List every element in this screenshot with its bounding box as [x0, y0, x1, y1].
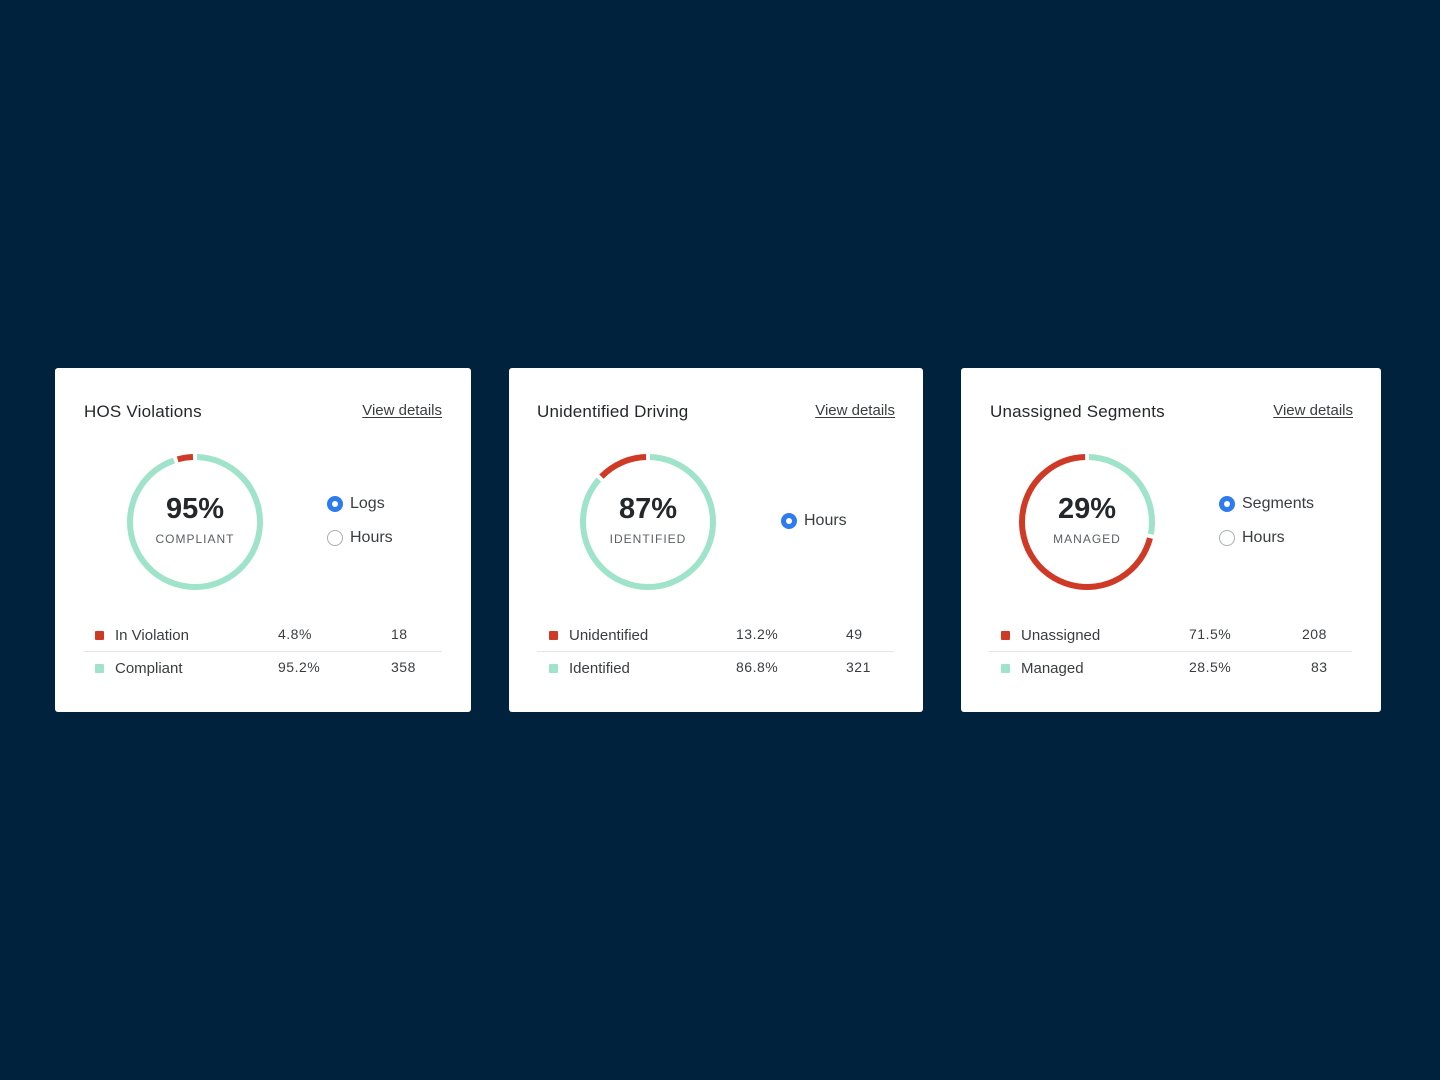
- legend-name: In Violation: [115, 627, 189, 644]
- card-unassigned-segments: Unassigned Segments View details 29% MAN…: [961, 368, 1381, 712]
- radio-hours-circle[interactable]: [781, 513, 797, 529]
- legend-count: 49: [846, 626, 863, 642]
- radio-logs-circle[interactable]: [327, 496, 343, 512]
- legend-table: Unidentified 13.2% 49 Identified 86.8% 3…: [537, 619, 894, 684]
- donut-segment-green: [580, 454, 716, 590]
- radio-hours-circle[interactable]: [1219, 530, 1235, 546]
- card-unidentified-driving: Unidentified Driving View details 87% ID…: [509, 368, 923, 712]
- legend-row: Unassigned 71.5% 208: [989, 619, 1352, 652]
- legend-pct: 86.8%: [736, 659, 779, 675]
- view-details-link[interactable]: View details: [362, 402, 442, 419]
- radio-hours-label: Hours: [804, 512, 847, 529]
- legend-table: In Violation 4.8% 18 Compliant 95.2% 358: [83, 619, 442, 684]
- legend-count: 358: [391, 659, 416, 675]
- donut-label: MANAGED: [1053, 532, 1121, 546]
- donut-svg: [126, 454, 263, 590]
- donut-label: IDENTIFIED: [609, 532, 687, 546]
- donut-value: 29%: [1057, 493, 1117, 525]
- donut-svg: [580, 454, 716, 590]
- legend-swatch-green: [1001, 664, 1010, 673]
- radio-hours-label: Hours: [1242, 529, 1285, 546]
- donut-label: COMPLIANT: [155, 532, 235, 546]
- legend-count: 208: [1302, 626, 1327, 642]
- legend-name: Compliant: [115, 660, 183, 677]
- radio-hours[interactable]: Hours: [327, 527, 393, 549]
- legend-row: Identified 86.8% 321: [537, 652, 894, 684]
- radio-logs-label: Logs: [350, 495, 385, 512]
- donut-chart: 95% COMPLIANT: [125, 452, 265, 592]
- radio-logs[interactable]: Logs: [327, 493, 385, 515]
- card-title: Unassigned Segments: [990, 402, 1165, 421]
- donut-segment-red: [1019, 454, 1155, 590]
- donut-value: 95%: [165, 493, 225, 525]
- donut-value: 87%: [618, 493, 678, 525]
- legend-row: In Violation 4.8% 18: [83, 619, 442, 652]
- legend-pct: 4.8%: [278, 626, 312, 642]
- donut-chart: 29% MANAGED: [1017, 452, 1157, 592]
- legend-swatch-red: [549, 631, 558, 640]
- legend-name: Managed: [1021, 660, 1084, 677]
- legend-row: Managed 28.5% 83: [989, 652, 1352, 684]
- legend-pct: 71.5%: [1189, 626, 1232, 642]
- donut-segment-red: [127, 454, 263, 590]
- legend-count: 321: [846, 659, 871, 675]
- radio-segments-label: Segments: [1242, 495, 1315, 512]
- legend-count: 83: [1311, 659, 1328, 675]
- legend-table: Unassigned 71.5% 208 Managed 28.5% 83: [989, 619, 1352, 684]
- legend-count: 18: [391, 626, 408, 642]
- legend-swatch-green: [549, 664, 558, 673]
- radio-hours[interactable]: Hours: [1219, 527, 1285, 549]
- view-details-link[interactable]: View details: [1273, 402, 1353, 419]
- legend-swatch-red: [95, 631, 104, 640]
- legend-pct: 13.2%: [736, 626, 779, 642]
- card-title: HOS Violations: [84, 402, 202, 421]
- radio-hours-circle[interactable]: [327, 530, 343, 546]
- legend-name: Unidentified: [569, 627, 649, 644]
- donut-chart: 87% IDENTIFIED: [578, 452, 718, 592]
- radio-segments-circle[interactable]: [1219, 496, 1235, 512]
- card-title: Unidentified Driving: [537, 402, 689, 421]
- donut-svg: [1019, 454, 1155, 590]
- legend-pct: 95.2%: [278, 659, 321, 675]
- radio-hours-label: Hours: [350, 529, 393, 546]
- donut-segment-red: [580, 454, 716, 590]
- legend-name: Identified: [569, 660, 630, 677]
- legend-row: Unidentified 13.2% 49: [537, 619, 894, 652]
- legend-swatch-red: [1001, 631, 1010, 640]
- card-hos-violations: HOS Violations View details 95% COMPLIAN…: [55, 368, 471, 712]
- legend-pct: 28.5%: [1189, 659, 1232, 675]
- legend-swatch-green: [95, 664, 104, 673]
- radio-hours[interactable]: Hours: [781, 510, 847, 532]
- view-details-link[interactable]: View details: [815, 402, 895, 419]
- legend-name: Unassigned: [1021, 627, 1101, 644]
- radio-segments[interactable]: Segments: [1219, 493, 1314, 515]
- legend-row: Compliant 95.2% 358: [83, 652, 442, 684]
